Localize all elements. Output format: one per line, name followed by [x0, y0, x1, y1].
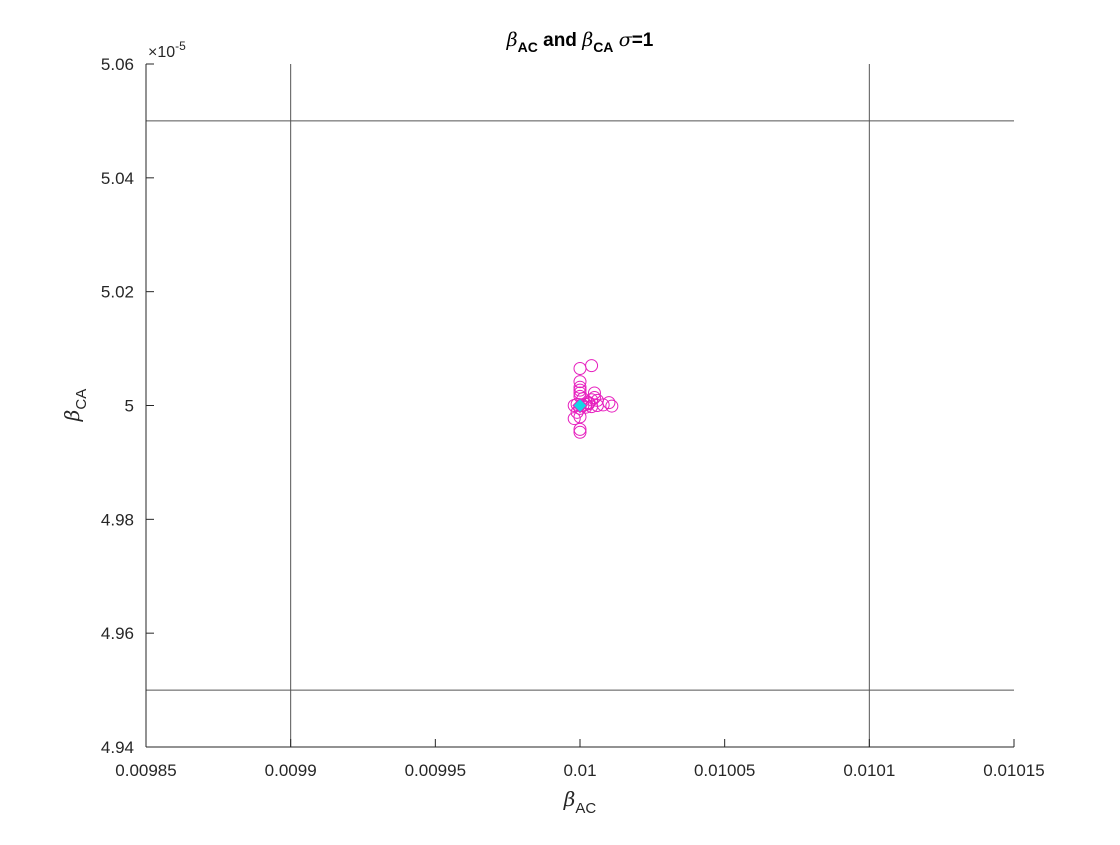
y-tick-label: 5.06 [101, 55, 134, 74]
y-label-greek: β [60, 410, 84, 423]
y-tick-label: 4.98 [101, 510, 134, 529]
scatter-point [587, 386, 601, 400]
scatter-point [573, 383, 587, 397]
x-tick-label: 0.0099 [265, 761, 317, 780]
x-tick-label: 0.01005 [694, 761, 755, 780]
y-tick-label: 4.94 [101, 738, 134, 757]
scatter-point [573, 425, 587, 439]
x-label-greek: β [563, 787, 576, 811]
x-label-subscript: AC [575, 800, 596, 817]
scatter-point [605, 399, 619, 413]
y-axis-label: βCA [60, 389, 90, 422]
x-tick-label: 0.00995 [405, 761, 466, 780]
y-ticks: 4.94 4.96 4.98 5 5.02 5.04 5.06 [101, 55, 154, 757]
reference-lines [146, 64, 1014, 747]
scatter-point [573, 375, 587, 389]
reference-point-diamond [572, 397, 588, 414]
y-exponent-prefix: ×10 [148, 44, 175, 61]
title-subscript-2: CA [593, 39, 613, 55]
x-ticks: 0.00985 0.0099 0.00995 0.01 0.01005 0.0101 0.0… [115, 739, 1045, 780]
x-tick-label: 0.0101 [843, 761, 895, 780]
y-tick-label: 5 [125, 397, 134, 416]
title-suffix: =1 [632, 30, 654, 51]
scatter-point [573, 422, 587, 436]
x-tick-label: 0.00985 [115, 761, 176, 780]
x-tick-label: 0.01 [563, 761, 596, 780]
y-label-subscript: CA [73, 389, 90, 410]
y-tick-label: 5.04 [101, 169, 134, 188]
scatter-point [567, 412, 581, 426]
title-sigma: σ [619, 29, 633, 51]
y-exponent-label: ×10-5 [148, 39, 186, 61]
title-greek-1: β [506, 29, 518, 51]
y-tick-label: 4.96 [101, 624, 134, 643]
scatter-point [602, 396, 616, 410]
title-greek-2: β [581, 29, 593, 51]
x-tick-label: 0.01015 [983, 761, 1044, 780]
chart-title: βAC and βCA σ=1 [506, 29, 654, 55]
x-axis-label: βAC [563, 787, 597, 817]
title-subscript-1: AC [518, 39, 538, 55]
title-connector: and [538, 30, 582, 51]
data-points [567, 359, 619, 439]
y-exponent-power: -5 [175, 39, 186, 53]
scatter-point [585, 359, 599, 373]
y-tick-label: 5.02 [101, 283, 134, 302]
